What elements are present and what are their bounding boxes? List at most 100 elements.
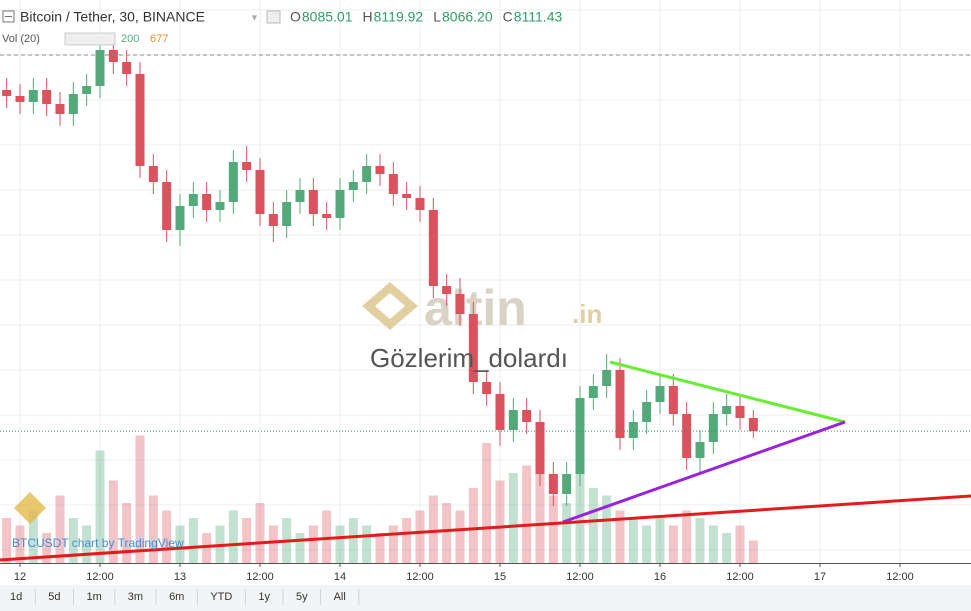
volume-bar [748, 540, 758, 563]
volume-bar [135, 435, 145, 563]
volume-bar [322, 510, 332, 563]
volume-bar [508, 473, 518, 563]
volume-bar [628, 518, 638, 563]
candles [2, 38, 758, 506]
volume-bar [335, 525, 345, 563]
volume-bar [615, 510, 625, 563]
candle-body [335, 190, 345, 218]
volume-bar [415, 510, 425, 563]
range-button[interactable]: 1m [87, 591, 102, 603]
candle-body [268, 214, 278, 226]
credit: BTCUSDT chart by TradingView [12, 536, 184, 550]
range-button[interactable]: 1d [10, 591, 22, 603]
volume-bar [668, 525, 678, 563]
volume-bar [348, 518, 358, 563]
volume-bar [388, 525, 398, 563]
candle-body [282, 202, 292, 226]
volume-bar [468, 488, 478, 563]
x-tick-label: 12:00 [726, 571, 754, 583]
candle-body [535, 422, 545, 474]
candle-body [415, 198, 425, 210]
candle-body [668, 386, 678, 414]
candle-body [2, 90, 12, 96]
x-tick-label: 12 [14, 571, 26, 583]
volume-bar [375, 533, 385, 563]
volume-bar [602, 495, 612, 563]
range-button[interactable]: 5y [296, 591, 308, 603]
candle-body [522, 410, 532, 422]
volume-bar [548, 495, 558, 563]
candle-body [55, 104, 65, 114]
menu-arrow[interactable]: ▼ [250, 12, 259, 22]
candle-body [708, 414, 718, 442]
volume-bar [268, 525, 278, 563]
volume-bar [148, 495, 158, 563]
trendline [609, 360, 846, 424]
range-button[interactable]: YTD [210, 591, 232, 603]
volume-bar [162, 510, 172, 563]
candle-body [455, 294, 465, 314]
candle-body [748, 418, 758, 432]
volume-bar [82, 525, 92, 563]
candle-body [215, 202, 225, 210]
ohlc-label: L [433, 9, 441, 25]
candle-body [255, 170, 265, 214]
candle-body [242, 162, 252, 170]
range-button[interactable]: All [334, 591, 346, 603]
volume-bar [495, 480, 505, 563]
range-button[interactable]: 5d [48, 591, 60, 603]
range-button[interactable]: 3m [128, 591, 143, 603]
volume-bar [2, 518, 12, 563]
candle-body [135, 74, 145, 166]
x-tick-label: 14 [334, 571, 346, 583]
volume-bar [362, 525, 372, 563]
collapse-icon[interactable] [2, 10, 15, 23]
candle-body [162, 182, 172, 230]
volume-bar [108, 480, 118, 563]
candle-body [548, 474, 558, 494]
candle-body [68, 94, 78, 114]
candle-body [468, 314, 478, 382]
candle-body [188, 194, 198, 206]
ohlc-value: 8119.92 [374, 9, 424, 25]
x-tick-label: 16 [654, 571, 666, 583]
volume-controls[interactable] [64, 32, 116, 46]
volume-bar [428, 495, 438, 563]
candle-body [375, 166, 385, 174]
volume-bar [95, 450, 105, 563]
watermark-logo [375, 293, 405, 319]
x-axis [0, 563, 971, 585]
candle-body [442, 286, 452, 294]
volume-bar [708, 525, 718, 563]
candle-body [495, 394, 505, 430]
volume-bar [695, 518, 705, 563]
settings-icon[interactable] [266, 10, 281, 24]
ohlc-label: C [503, 9, 513, 25]
volume-bar [642, 525, 652, 563]
watermark-suffix: .in [572, 299, 602, 329]
volume-bar [682, 510, 692, 563]
x-tick-label: 12:00 [886, 571, 914, 583]
ohlc-value: 8085.01 [302, 9, 353, 25]
candle-body [28, 90, 38, 102]
x-tick-label: 12:00 [246, 571, 274, 583]
range-buttons: 1d 5d 1m 3m 6m YTD 1y 5y All [10, 589, 360, 605]
candle-body [295, 190, 305, 202]
candle-body [655, 386, 665, 402]
volume-bar [522, 465, 532, 563]
ohlc-label: H [363, 9, 373, 25]
drawings [0, 54, 971, 562]
range-button[interactable]: 6m [169, 591, 184, 603]
candle-body [122, 62, 132, 74]
chart-title: Bitcoin / Tether, 30, BINANCE [20, 9, 205, 25]
range-button[interactable]: 1y [258, 591, 270, 603]
candle-body [428, 210, 438, 286]
candle-body [388, 174, 398, 194]
candle-body [362, 166, 372, 182]
ohlc-value: 8066.20 [442, 9, 493, 25]
candle-body [628, 422, 638, 438]
ohlc-label: O [290, 9, 301, 25]
volume-bar [295, 533, 305, 563]
volume-bar [655, 518, 665, 563]
volume-bar [535, 458, 545, 563]
